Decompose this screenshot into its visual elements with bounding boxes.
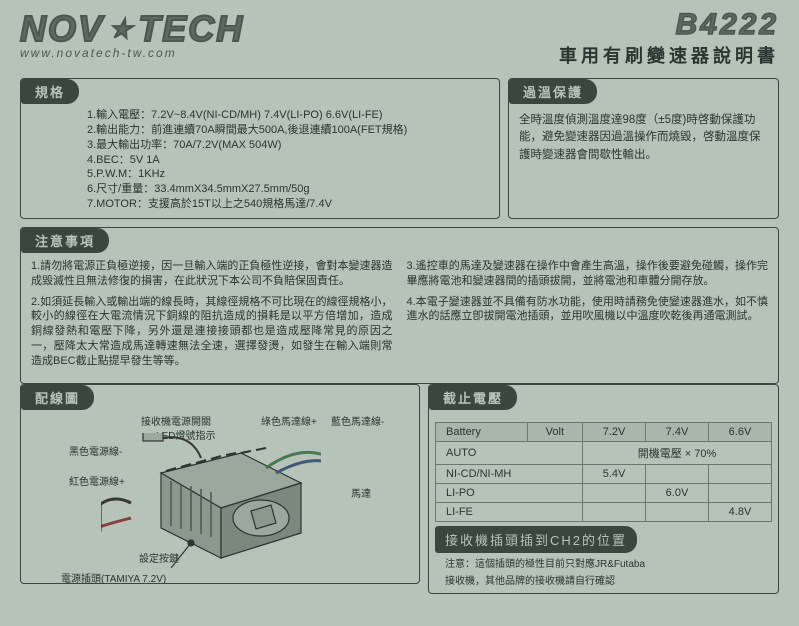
table-row: LI-FE 4.8V (436, 502, 772, 521)
notes-left-col: 1.請勿將電源正負極逆接，因一旦輸入端的正負極性逆接，會對本變速器造成毀滅性且無… (31, 259, 393, 375)
spec-item: 2.輸出能力：前進連續70A瞬間最大500A,後退連續100A(FET規格) (87, 123, 493, 138)
note-item: 1.請勿將電源正負極逆接，因一旦輸入端的正負極性逆接，會對本變速器造成毀滅性且無… (31, 259, 393, 289)
notes-right-col: 3.遙控車的馬達及變速器在操作中會產生高溫，操作後要避免碰觸，操作完畢應將電池和… (407, 259, 769, 375)
wiring-panel: 配線圖 接收機電源開關 LED燈號指示 綠色馬達線+ 藍色馬達線- 黑色電源線-… (20, 384, 420, 584)
th-74v: 7.4V (646, 422, 709, 441)
receiver-ch2-box: 接收機插頭插到CH2的位置 (435, 526, 637, 553)
esc-diagram (101, 433, 321, 573)
spec-item: 7.MOTOR：支援高於15T以上之540規格馬達/7.4V (87, 197, 493, 212)
footer-note-1: 注意：這個插頭的極性目前只對應JR&Futaba (435, 555, 772, 570)
specs-list: 1.輸入電壓：7.2V~8.4V(NI-CD/MH) 7.4V(LI-PO) 6… (27, 108, 493, 212)
cell-value (646, 464, 709, 483)
th-72v: 7.2V (583, 422, 646, 441)
note-item: 3.遙控車的馬達及變速器在操作中會產生高溫，操作後要避免碰觸，操作完畢應將電池和… (407, 259, 769, 289)
protection-text: 全時溫度偵測溫度達98度（±5度)時啓動保護功能，避免變速器因過溫操作而燒毀，啓… (515, 108, 772, 168)
note-item: 4.本電子變速器並不具備有防水功能，使用時請務免使變速器進水，如不慎進水的話應立… (407, 295, 769, 325)
star-icon: ★ (109, 14, 133, 43)
cell-value (708, 483, 771, 502)
spec-item: 3.最大輸出功率：70A/7.2V(MAX 504W) (87, 138, 493, 153)
th-battery: Battery (436, 422, 528, 441)
notes-panel: 注意事項 1.請勿將電源正負極逆接，因一旦輸入端的正負極性逆接，會對本變速器造成… (20, 227, 779, 384)
cell-label: LI-PO (436, 483, 583, 502)
cell-value (646, 502, 709, 521)
notes-body: 1.請勿將電源正負極逆接，因一旦輸入端的正負極性逆接，會對本變速器造成毀滅性且無… (27, 257, 772, 377)
cutoff-title: 截止電壓 (429, 385, 517, 410)
th-volt: Volt (527, 422, 582, 441)
cutoff-panel: 截止電壓 Battery Volt 7.2V 7.4V 6.6V AUTO開機電… (428, 384, 779, 594)
cell-value: 6.0V (646, 483, 709, 502)
cell-label: LI-FE (436, 502, 583, 521)
table-header-row: Battery Volt 7.2V 7.4V 6.6V (436, 422, 772, 441)
cell-value (583, 502, 646, 521)
protection-title: 過溫保護 (509, 79, 597, 104)
cell-label: AUTO (436, 441, 583, 464)
wiring-title: 配線圖 (21, 385, 94, 410)
row-1: 規格 1.輸入電壓：7.2V~8.4V(NI-CD/MH) 7.4V(LI-PO… (20, 78, 779, 219)
brand-pre: NOV (20, 8, 104, 49)
note-item: 2.如須延長輸入或輸出端的線長時，其線徑規格不可比現在的線徑規格小，較小的線徑在… (31, 295, 393, 369)
doc-subtitle: 車用有刷變速器說明書 (559, 42, 779, 68)
cell-value: 4.8V (708, 502, 771, 521)
th-66v: 6.6V (708, 422, 771, 441)
row-3: 配線圖 接收機電源開關 LED燈號指示 綠色馬達線+ 藍色馬達線- 黑色電源線-… (20, 384, 779, 594)
cell-value (708, 464, 771, 483)
specs-panel: 規格 1.輸入電壓：7.2V~8.4V(NI-CD/MH) 7.4V(LI-PO… (20, 78, 500, 219)
esc-svg (101, 433, 321, 573)
protection-panel: 過溫保護 全時溫度偵測溫度達98度（±5度)時啓動保護功能，避免變速器因過溫操作… (508, 78, 779, 219)
title-block: B4222 車用有刷變速器說明書 (559, 8, 779, 68)
table-row: LI-PO 6.0V (436, 483, 772, 502)
footer-note-2: 接收機，其他品牌的接收機請自行確認 (435, 572, 772, 587)
header: NOV★TECH www.novatech-tw.com B4222 車用有刷變… (20, 8, 779, 68)
label-motor: 馬達 (351, 485, 371, 500)
logo-block: NOV★TECH www.novatech-tw.com (20, 8, 244, 60)
cell-label: NI-CD/NI-MH (436, 464, 583, 483)
label-blue-wire: 藍色馬達線- (331, 413, 384, 428)
model-number: B4222 (559, 8, 779, 42)
brand-logo: NOV★TECH (20, 8, 244, 50)
spec-item: 1.輸入電壓：7.2V~8.4V(NI-CD/MH) 7.4V(LI-PO) 6… (87, 108, 493, 123)
table-row: AUTO開機電壓 × 70% (436, 441, 772, 464)
specs-title: 規格 (21, 79, 79, 104)
spec-item: 5.P.W.M：1KHz (87, 167, 493, 182)
label-rx-switch: 接收機電源開關 (141, 413, 211, 428)
cell-value: 開機電壓 × 70% (583, 441, 772, 464)
spec-item: 4.BEC：5V 1A (87, 153, 493, 168)
label-green-wire: 綠色馬達線+ (261, 413, 317, 428)
cell-value (583, 483, 646, 502)
brand-post: TECH (138, 8, 244, 49)
cell-value: 5.4V (583, 464, 646, 483)
spec-item: 6.尺寸/重量：33.4mmX34.5mmX27.5mm/50g (87, 182, 493, 197)
cutoff-table: Battery Volt 7.2V 7.4V 6.6V AUTO開機電壓 × 7… (435, 422, 772, 522)
notes-title: 注意事項 (21, 228, 109, 253)
table-row: NI-CD/NI-MH5.4V (436, 464, 772, 483)
